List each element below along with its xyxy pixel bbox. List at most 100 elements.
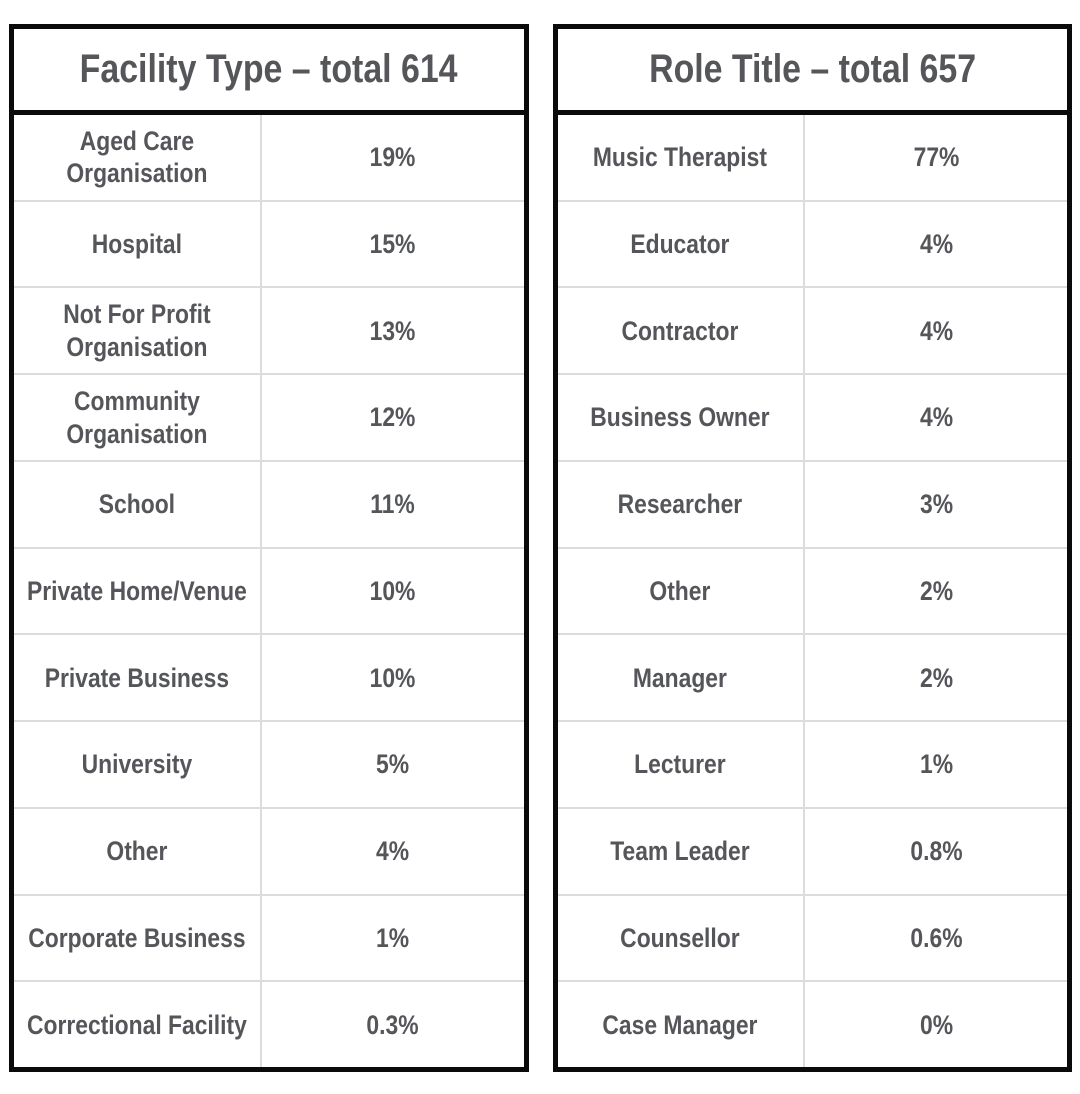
row-percent-value: 0.3%: [366, 1009, 419, 1040]
facility-type-table-header: Facility Type – total 614: [14, 29, 524, 115]
row-percent-value: 13%: [369, 315, 416, 346]
row-label: Other: [106, 836, 168, 867]
row-label-cell: Team Leader: [558, 808, 806, 894]
row-percent-value: 4%: [376, 836, 410, 867]
row-percent-value: 0%: [919, 1009, 953, 1040]
table-row: Lecturer 1%: [557, 720, 1067, 807]
row-label: Counsellor: [620, 922, 741, 953]
row-label: Educator: [630, 228, 730, 259]
table-row: Team Leader 0.8%: [557, 806, 1067, 894]
row-value-cell: 0.6%: [805, 896, 1067, 981]
role-title-table-title: Role Title – total 657: [648, 47, 976, 91]
table-row: Case Manager 0%: [557, 980, 1067, 1068]
row-value-cell: 10%: [262, 635, 524, 720]
row-percent-value: 12%: [369, 402, 416, 433]
row-value-cell: 15%: [262, 202, 524, 287]
row-percent-value: 2%: [919, 575, 953, 606]
row-value-cell: 4%: [805, 288, 1067, 373]
row-label: Music Therapist: [593, 142, 768, 173]
row-label-cell: Lecturer: [558, 722, 806, 807]
row-label-cell: Counsellor: [558, 895, 806, 981]
role-title-table: Role Title – total 657 Music Therapist 77…: [552, 24, 1072, 1072]
row-label: Corporate Business: [28, 922, 246, 953]
row-percent-value: 1%: [919, 749, 953, 780]
page: Facility Type – total 614 Aged Care Orga…: [9, 24, 1072, 1072]
row-percent-value: 15%: [369, 228, 416, 259]
table-row: Other 2%: [557, 546, 1067, 634]
row-value-cell: 19%: [262, 115, 524, 200]
row-label-cell: Business Owner: [558, 375, 806, 460]
row-value-cell: 4%: [805, 202, 1067, 287]
row-label: School: [98, 489, 175, 520]
row-percent-value: 5%: [376, 749, 410, 780]
row-label: Researcher: [618, 489, 743, 520]
row-value-cell: 4%: [805, 375, 1067, 460]
row-value-cell: 0.8%: [805, 809, 1067, 894]
row-label-cell: Other: [558, 548, 806, 634]
row-label-cell: Manager: [558, 635, 806, 721]
facility-type-table-title: Facility Type – total 614: [79, 47, 458, 91]
row-value-cell: 1%: [805, 722, 1067, 807]
table-row: Private Home/Venue 10%: [14, 546, 524, 634]
row-label: Private Home/Venue: [26, 575, 247, 606]
row-percent-value: 10%: [369, 575, 416, 606]
table-row: Not For Profit Organisation 13%: [14, 286, 524, 374]
row-label-cell: Other: [14, 808, 262, 894]
row-percent-value: 1%: [376, 922, 410, 953]
row-label-cell: School: [14, 461, 262, 547]
table-row: Corporate Business 1%: [14, 893, 524, 981]
row-label-cell: Correctional Facility: [14, 982, 262, 1068]
table-row: Researcher 3%: [557, 459, 1067, 547]
row-label-cell: University: [14, 722, 262, 807]
table-row: Hospital 15%: [14, 199, 524, 287]
table-row: Aged Care Organisation 19%: [14, 115, 524, 200]
row-percent-value: 4%: [919, 402, 953, 433]
table-row: Business Owner 4%: [557, 373, 1067, 460]
row-percent-value: 10%: [369, 662, 416, 693]
facility-type-table-rows: Aged Care Organisation 19% Hospital 15% Not …: [14, 115, 524, 1068]
table-row: Music Therapist 77%: [558, 115, 1068, 200]
row-value-cell: 11%: [262, 462, 524, 547]
table-row: Private Business 10%: [14, 633, 524, 721]
row-percent-value: 4%: [919, 228, 953, 259]
row-percent-value: 3%: [919, 489, 953, 520]
row-value-cell: 13%: [262, 288, 524, 373]
row-label: Manager: [633, 662, 728, 693]
row-value-cell: 3%: [805, 462, 1067, 547]
row-label-cell: Music Therapist: [558, 115, 806, 200]
row-label-cell: Community Organisation: [14, 375, 262, 460]
role-title-table-header: Role Title – total 657: [557, 29, 1067, 115]
row-label: Hospital: [91, 228, 182, 259]
row-value-cell: 2%: [805, 549, 1067, 634]
row-percent-value: 77%: [913, 142, 959, 173]
role-title-table-rows: Music Therapist 77% Educator 4% Contractor 4%…: [557, 115, 1068, 1068]
table-row: Other 4%: [14, 806, 524, 894]
row-label: Correctional Facility: [26, 1009, 247, 1040]
row-label-cell: Not For Profit Organisation: [14, 288, 262, 374]
row-label: Other: [649, 575, 711, 606]
row-label: Business Owner: [590, 402, 770, 433]
row-label-cell: Researcher: [558, 461, 806, 547]
row-value-cell: 1%: [262, 896, 524, 981]
row-label-cell: Aged Care Organisation: [14, 115, 262, 200]
row-value-cell: 10%: [262, 549, 524, 634]
row-label: Contractor: [621, 315, 739, 346]
table-row: School 11%: [14, 459, 524, 547]
table-row: Counsellor 0.6%: [557, 893, 1067, 981]
row-value-cell: 12%: [262, 375, 524, 460]
row-label: Aged Care Organisation: [66, 125, 208, 189]
row-value-cell: 2%: [805, 635, 1067, 720]
row-label-cell: Case Manager: [558, 982, 806, 1068]
row-label-cell: Private Home/Venue: [14, 548, 262, 634]
row-label: Not For Profit Organisation: [63, 299, 211, 362]
table-row: University 5%: [14, 720, 524, 807]
row-percent-value: 4%: [919, 315, 953, 346]
row-percent-value: 0.8%: [909, 836, 963, 867]
row-percent-value: 0.6%: [909, 922, 963, 953]
row-label: Private Business: [44, 662, 229, 693]
row-label-cell: Educator: [558, 201, 806, 287]
row-value-cell: 5%: [262, 722, 524, 807]
table-row: Educator 4%: [557, 199, 1067, 287]
row-label: Team Leader: [610, 836, 751, 867]
row-label-cell: Private Business: [14, 635, 262, 721]
